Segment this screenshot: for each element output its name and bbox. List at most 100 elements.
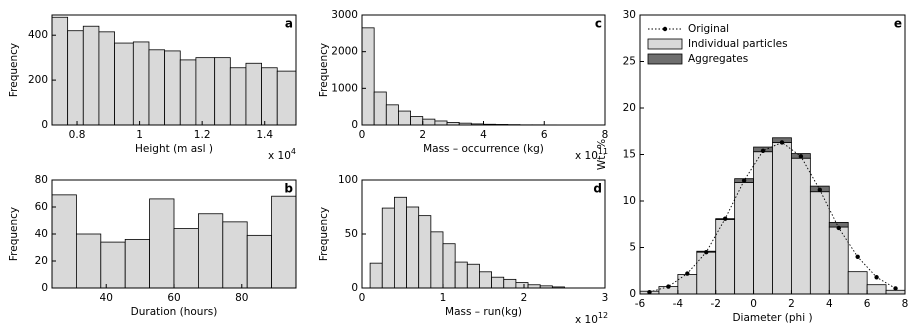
point — [647, 289, 652, 295]
y-tick-label: 30 — [623, 9, 636, 21]
x-tick-label: 2 — [521, 292, 528, 304]
bar — [261, 67, 278, 126]
x-tick-label: 8 — [902, 298, 909, 310]
point — [704, 249, 709, 255]
y-tick-label: 0 — [351, 282, 358, 294]
bar — [385, 104, 399, 126]
y-tick-label: 80 — [35, 174, 48, 186]
y-tick-label: 3000 — [331, 9, 358, 21]
y-tick-label: 60 — [35, 201, 48, 213]
y-tick-label: 50 — [345, 228, 358, 240]
bar-segment — [828, 226, 849, 295]
bar-segment — [772, 142, 792, 295]
panel: 0 200 400 0.8 1 1.2 1.4 Height (m asl ) Frequenc… — [8, 14, 297, 162]
panel: 0 20 40 60 80 40 60 80 Duration (hours) Frequency… — [8, 174, 297, 318]
bar — [361, 27, 375, 126]
point — [666, 284, 671, 289]
bar — [114, 42, 134, 126]
point — [855, 254, 860, 259]
bar — [132, 41, 150, 126]
x-tick-label: 1 — [440, 292, 447, 304]
y-axis-label: Frequency — [8, 43, 20, 97]
bar — [179, 59, 197, 126]
point — [741, 178, 747, 183]
bar-segment — [677, 274, 698, 295]
legend-label: Aggregates — [688, 53, 748, 65]
multiplier-exponent: 11 — [598, 147, 608, 156]
y-axis-label: Frequency — [8, 207, 20, 261]
bar — [76, 233, 102, 289]
y-tick-label: 25 — [623, 56, 636, 68]
point — [685, 271, 690, 276]
bar — [430, 231, 444, 289]
x-tick-label: 6 — [864, 298, 871, 310]
bar — [148, 49, 166, 126]
bar — [214, 57, 231, 126]
bar — [418, 215, 432, 289]
legend-swatch — [647, 53, 683, 65]
bar — [82, 25, 100, 126]
bar — [197, 213, 224, 289]
y-tick-label: 400 — [28, 29, 48, 41]
multiplier-base: x 10 — [268, 150, 291, 162]
panel-label: c — [595, 17, 602, 31]
bar — [466, 263, 480, 289]
bar — [373, 91, 387, 126]
y-tick-label: 10 — [623, 195, 636, 207]
x-tick-label: 0 — [750, 298, 757, 310]
y-tick-label: 20 — [623, 102, 636, 114]
bar-segment — [753, 151, 773, 295]
bar — [222, 221, 248, 289]
y-tick-label: 1000 — [331, 82, 358, 94]
x-tick-label: 60 — [167, 292, 180, 304]
x-tick-label: 4 — [480, 129, 487, 141]
x-tick-label: -4 — [673, 298, 684, 310]
legend-label: Original — [688, 23, 729, 35]
bar — [271, 195, 297, 289]
bar — [100, 241, 126, 289]
point — [874, 275, 879, 280]
bar — [479, 271, 493, 289]
axes-frame — [51, 14, 297, 126]
multiplier-exponent: 12 — [598, 311, 608, 320]
panel-label: a — [285, 17, 293, 31]
multiplier-exponent: 4 — [291, 147, 296, 156]
bar — [229, 67, 247, 126]
point — [817, 187, 823, 193]
legend-label: Individual particles — [688, 38, 788, 50]
bar — [454, 261, 468, 289]
bar-segment — [847, 271, 868, 295]
multiplier-base: x 10 — [575, 150, 598, 162]
x-tick-label: 0 — [359, 129, 366, 141]
y-tick-label: 2000 — [331, 46, 358, 58]
y-tick-label: 0 — [41, 282, 48, 294]
bar — [67, 30, 84, 126]
x-axis-label: Duration (hours) — [131, 306, 218, 318]
bar-segment — [734, 181, 754, 295]
axis-multiplier: x 1012 — [575, 311, 608, 327]
y-tick-label: 15 — [623, 149, 636, 161]
bar — [369, 262, 383, 289]
x-tick-label: 2 — [419, 129, 426, 141]
x-tick-label: 40 — [100, 292, 113, 304]
panel: 0 1000 2000 3000 0 2 4 6 8 Mass – occurrence (kg)… — [318, 9, 608, 162]
x-tick-label: -2 — [710, 298, 720, 310]
panel-label: b — [284, 182, 293, 196]
legend-marker — [662, 26, 668, 32]
bar — [149, 198, 175, 289]
y-tick-label: 0 — [351, 119, 358, 131]
y-tick-label: 40 — [35, 228, 48, 240]
x-tick-label: 1 — [136, 129, 143, 141]
y-axis-label: Wt. % — [596, 139, 608, 170]
bar — [124, 238, 150, 289]
x-axis-label: Diameter (phi ) — [732, 312, 812, 324]
x-tick-label: 8 — [602, 129, 609, 141]
bar — [173, 228, 199, 289]
x-tick-label: 4 — [826, 298, 833, 310]
bar — [246, 234, 272, 289]
panel-label: d — [593, 182, 602, 196]
y-axis-label: Frequency — [318, 43, 330, 97]
bar-segment — [791, 157, 811, 295]
bar — [51, 194, 77, 289]
